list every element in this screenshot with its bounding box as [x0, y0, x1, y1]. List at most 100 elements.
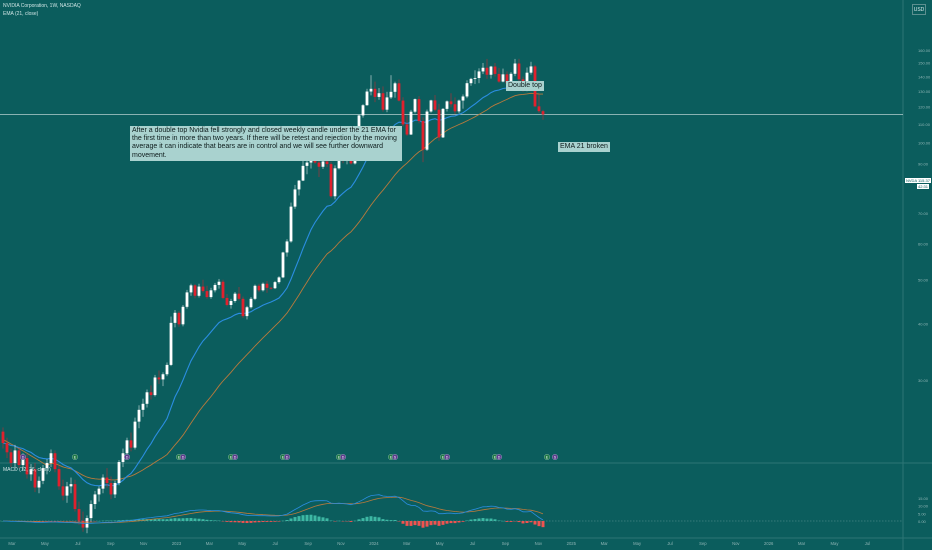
event-marker — [20, 454, 26, 460]
candle-body — [21, 458, 25, 466]
candle-body — [233, 293, 237, 302]
time-tick-label: Mar — [798, 541, 806, 546]
macd-hist-bar — [409, 521, 413, 526]
macd-hist-bar — [121, 520, 125, 521]
macd-hist-bar — [293, 517, 297, 521]
time-tick-label: Jul — [273, 541, 278, 546]
macd-hist-bar — [117, 520, 121, 521]
macd-hist-bar — [421, 521, 425, 528]
price-tick-label: 150.00 — [918, 61, 931, 66]
candle-body — [337, 153, 341, 169]
candle-body — [365, 91, 369, 106]
macd-hist-bar — [193, 518, 197, 521]
candle-body — [317, 162, 321, 167]
candle-body — [401, 100, 405, 125]
macd-hist-bar — [317, 516, 321, 521]
ema-legend: EMA (21, close) — [3, 11, 39, 17]
macd-hist-bar — [401, 521, 405, 524]
candle-body — [77, 509, 81, 521]
macd-hist-bar — [449, 521, 453, 524]
candle-body — [541, 111, 545, 115]
ema-broken-label: EMA 21 broken — [558, 142, 610, 153]
candle-body — [209, 290, 213, 298]
macd-hist-bar — [377, 517, 381, 521]
candle-body — [73, 484, 77, 510]
candle-body — [5, 443, 9, 453]
time-tick-label: May — [238, 541, 247, 546]
macd-hist-bar — [289, 518, 293, 521]
macd-hist-bar — [393, 520, 397, 521]
candle-body — [361, 105, 365, 116]
candle-body — [45, 463, 49, 469]
event-marker-letter: D — [126, 456, 129, 460]
candle-body — [161, 374, 165, 380]
macd-hist-bar — [469, 519, 473, 521]
candle-body — [225, 297, 229, 306]
macd-hist-bar — [197, 518, 201, 521]
macd-hist-bar — [325, 518, 329, 521]
macd-signal-line — [3, 496, 544, 524]
price-tick-label: 120.00 — [918, 105, 931, 110]
candle-body — [109, 483, 113, 495]
time-tick-label: 2023 — [172, 541, 182, 546]
candle-body — [461, 96, 465, 101]
candle-body — [449, 101, 453, 105]
time-tick-label: Jul — [470, 541, 475, 546]
price-tick-label: 60.00 — [918, 241, 929, 246]
candle-body — [229, 301, 233, 306]
event-marker-letter: E — [74, 456, 77, 460]
macd-legend: MACD (12, 26, close) — [3, 467, 51, 473]
symbol-title: NVIDIA Corporation, 1W, NASDAQ — [3, 3, 81, 9]
candle-body — [177, 312, 181, 325]
event-marker — [124, 454, 130, 460]
macd-hist-bar — [365, 516, 369, 521]
event-marker — [552, 454, 558, 460]
candle-body — [13, 450, 17, 464]
macd-hist-bar — [417, 521, 421, 526]
macd-hist-bar — [437, 521, 441, 526]
candle-body — [149, 392, 153, 396]
candle-body — [53, 453, 57, 470]
candle-body — [297, 180, 301, 190]
candle-body — [125, 440, 129, 454]
macd-hist-bar — [277, 521, 281, 522]
candle-body — [17, 450, 21, 466]
candle-body — [413, 99, 417, 112]
time-tick-label: Jul — [667, 541, 672, 546]
candle-body — [169, 322, 173, 365]
time-tick-label: 2025 — [567, 541, 577, 546]
macd-hist-bar — [205, 519, 209, 521]
macd-hist-bar — [369, 516, 373, 521]
candle-body — [509, 73, 513, 84]
candle-body — [285, 241, 289, 253]
candle-body — [165, 364, 169, 375]
macd-hist-bar — [273, 521, 277, 522]
macd-hist-bar — [33, 521, 37, 522]
double-top-label: Double top — [506, 81, 544, 92]
macd-hist-bar — [233, 521, 237, 523]
candle-body — [57, 469, 61, 487]
currency-button[interactable]: USD — [912, 4, 926, 15]
macd-hist-bar — [225, 521, 229, 522]
macd-hist-bar — [229, 521, 233, 523]
macd-hist-bar — [489, 518, 493, 521]
macd-hist-bar — [413, 521, 417, 526]
candle-body — [153, 377, 157, 396]
event-marker — [340, 454, 346, 460]
macd-hist-bar — [169, 518, 173, 521]
event-marker-letter: E — [282, 456, 285, 460]
event-marker-letter: S — [394, 456, 397, 460]
candle-body — [433, 100, 437, 110]
time-tick-label: Sep — [107, 541, 115, 546]
macd-hist-bar — [201, 519, 205, 521]
candle-body — [117, 462, 121, 484]
candle-body — [501, 74, 505, 82]
event-marker — [496, 454, 502, 460]
candle-body — [93, 494, 97, 505]
macd-hist-bar — [269, 521, 273, 522]
macd-hist-bar — [209, 520, 213, 521]
macd-hist-bar — [441, 521, 445, 525]
event-marker-letter: D — [342, 456, 345, 460]
